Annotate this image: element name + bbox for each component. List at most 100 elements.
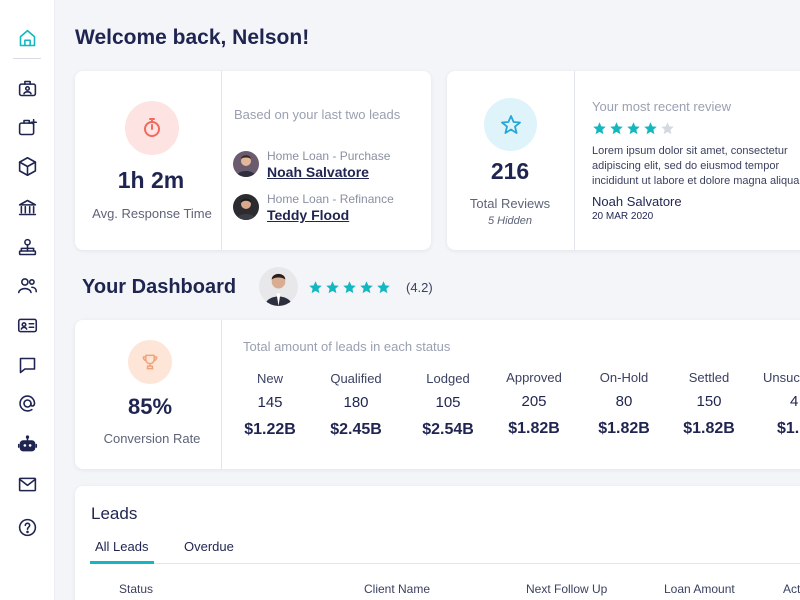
briefcase-plus-icon xyxy=(18,118,37,135)
leads-caption: Based on your last two leads xyxy=(234,107,401,122)
status-column-approved[interactable]: Approved 205 $1.82B xyxy=(494,370,574,438)
status-column-lodged[interactable]: Lodged 105 $2.54B xyxy=(408,371,488,439)
card-divider xyxy=(574,71,575,250)
lead-name-link[interactable]: Noah Salvatore xyxy=(267,164,369,180)
tab-all-leads[interactable]: All Leads xyxy=(95,539,149,554)
status-amount: $1. xyxy=(777,420,800,437)
sidebar-item-help[interactable] xyxy=(13,513,41,541)
star-icon-circle xyxy=(484,98,537,151)
star-filled-icon xyxy=(609,121,624,136)
status-column-qualified[interactable]: Qualified 180 $2.45B xyxy=(316,371,396,439)
avatar xyxy=(233,151,259,177)
status-count: 150 xyxy=(696,393,722,410)
status-name: On-Hold xyxy=(599,370,649,385)
sidebar-item-clients[interactable] xyxy=(13,74,41,102)
column-header-loan-amount[interactable]: Loan Amount xyxy=(664,582,735,596)
star-filled-icon xyxy=(592,121,607,136)
user-avatar[interactable] xyxy=(259,267,298,306)
status-column-settled[interactable]: Settled 150 $1.82B xyxy=(669,370,749,438)
lead-type: Home Loan - Refinance xyxy=(267,192,394,206)
sidebar-item-messages[interactable] xyxy=(13,351,41,379)
at-icon xyxy=(18,394,35,412)
sidebar-item-home[interactable] xyxy=(13,24,41,52)
conversion-rate-value: 85% xyxy=(127,394,173,419)
hidden-reviews-label[interactable]: 5 Hidden xyxy=(487,215,533,227)
avg-response-value: 1h 2m xyxy=(117,167,185,193)
tabs-divider xyxy=(90,563,800,564)
status-count: 80 xyxy=(615,393,633,410)
sidebar-item-lenders[interactable] xyxy=(13,193,41,221)
status-count: 205 xyxy=(521,393,547,410)
mail-icon xyxy=(18,477,36,491)
status-column-unsuccessful[interactable]: Unsuc 4 $1. xyxy=(763,370,800,438)
sidebar-item-automation[interactable] xyxy=(13,430,41,458)
users-icon xyxy=(17,277,37,293)
user-network-icon xyxy=(18,238,36,255)
box-icon xyxy=(18,156,36,176)
avg-response-label: Avg. Response Time xyxy=(92,206,212,221)
sidebar-item-referrers[interactable] xyxy=(13,233,41,261)
dashboard-rating-value: (4.2) xyxy=(406,280,433,295)
review-date: 20 MAR 2020 xyxy=(592,211,654,222)
sidebar-item-contacts[interactable] xyxy=(13,311,41,339)
sidebar-item-products[interactable] xyxy=(13,152,41,180)
page-title: Welcome back, Nelson! xyxy=(75,26,310,49)
timer-icon-circle xyxy=(125,101,179,155)
sidebar-item-email[interactable] xyxy=(13,389,41,417)
tab-overdue[interactable]: Overdue xyxy=(184,539,234,554)
active-tab-indicator xyxy=(90,561,154,564)
status-name: Approved xyxy=(506,370,562,385)
status-amount: $1.82B xyxy=(683,420,735,437)
sidebar-item-new-lead[interactable] xyxy=(13,113,41,141)
lead-name-link[interactable]: Teddy Flood xyxy=(267,207,350,223)
avatar xyxy=(233,194,259,220)
trophy-icon-circle xyxy=(128,340,172,384)
help-icon xyxy=(18,518,36,536)
briefcase-user-icon xyxy=(18,80,36,96)
card-divider xyxy=(221,320,222,469)
sidebar-divider xyxy=(13,58,41,59)
status-amount: $1.22B xyxy=(244,421,296,438)
recent-review-caption: Your most recent review xyxy=(592,99,731,114)
status-caption: Total amount of leads in each status xyxy=(243,339,451,354)
stopwatch-icon xyxy=(144,118,160,137)
dashboard-title: Your Dashboard xyxy=(82,276,237,298)
star-filled-icon xyxy=(342,280,357,295)
bank-icon xyxy=(18,199,36,215)
star-filled-icon xyxy=(325,280,340,295)
star-outline-icon xyxy=(500,114,521,134)
column-header-next-follow-up[interactable]: Next Follow Up xyxy=(526,582,608,596)
status-count: 145 xyxy=(257,394,283,411)
status-amount: $2.54B xyxy=(422,421,474,438)
star-filled-icon xyxy=(359,280,374,295)
column-header-client-name[interactable]: Client Name xyxy=(364,582,431,596)
star-filled-icon xyxy=(643,121,658,136)
leads-panel xyxy=(75,486,800,600)
leads-title: Leads xyxy=(91,504,138,523)
conversion-rate-label: Conversion Rate xyxy=(103,431,201,446)
status-amount: $1.82B xyxy=(598,420,650,437)
chat-icon xyxy=(19,357,35,373)
lead-type: Home Loan - Purchase xyxy=(267,149,391,163)
star-filled-icon xyxy=(376,280,391,295)
sidebar xyxy=(0,0,55,600)
status-name: Lodged xyxy=(426,371,470,386)
total-reviews-count: 216 xyxy=(490,158,530,184)
card-divider xyxy=(221,71,222,250)
conversion-card xyxy=(75,320,800,469)
column-header-status[interactable]: Status xyxy=(119,582,154,596)
status-amount: $1.82B xyxy=(508,420,560,437)
status-name: Settled xyxy=(688,370,730,385)
status-name: Unsuc xyxy=(763,370,800,385)
review-rating-stars xyxy=(592,121,677,141)
star-filled-icon xyxy=(308,280,323,295)
status-column-new[interactable]: New 145 $1.22B xyxy=(230,371,310,439)
sidebar-item-team[interactable] xyxy=(13,271,41,299)
status-amount: $2.45B xyxy=(330,421,382,438)
sidebar-item-inbox[interactable] xyxy=(13,470,41,498)
column-header-actions[interactable]: Act xyxy=(783,582,800,596)
status-column-on-hold[interactable]: On-Hold 80 $1.82B xyxy=(584,370,664,438)
status-name: New xyxy=(256,371,283,386)
review-text: Lorem ipsum dolor sit amet, consectetur … xyxy=(592,145,800,187)
home-icon xyxy=(19,29,35,46)
